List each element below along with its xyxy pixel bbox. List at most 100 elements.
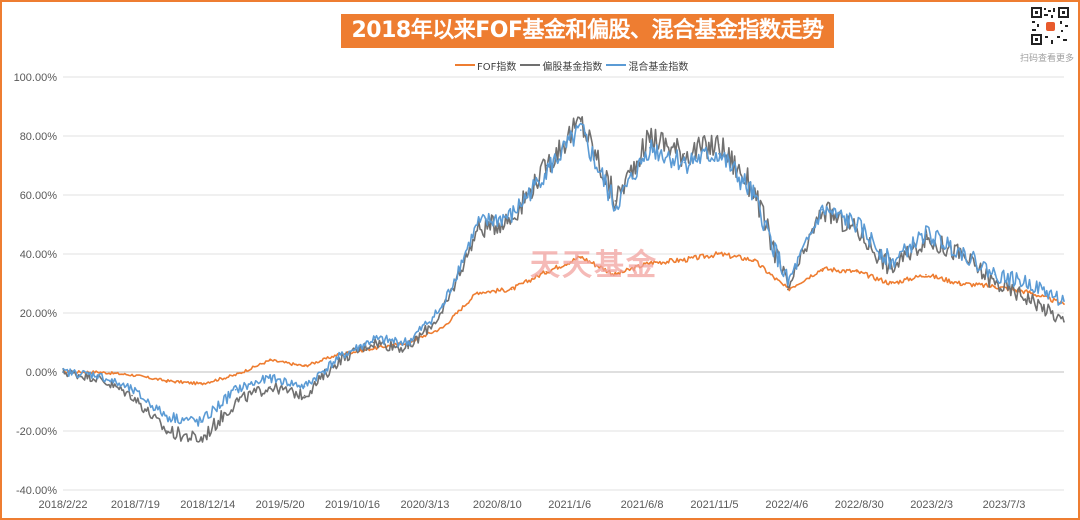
data-point	[890, 262, 893, 264]
legend-item-fof: FOF指数	[455, 58, 516, 73]
data-point	[856, 270, 858, 273]
data-point	[96, 374, 99, 376]
x-tick-label: 2022/8/30	[835, 499, 884, 511]
data-point	[510, 288, 513, 291]
data-point	[269, 377, 271, 379]
x-tick-label: 2021/1/6	[548, 499, 591, 511]
data-point	[303, 394, 306, 397]
x-tick-label: 2018/7/19	[111, 499, 160, 511]
chart-legend: FOF指数 偏股基金指数 混合基金指数	[455, 58, 692, 73]
data-point	[131, 388, 133, 391]
legend-item-equity: 偏股基金指数	[520, 58, 602, 73]
y-tick-label: 40.00%	[20, 249, 58, 261]
data-point	[648, 147, 651, 149]
data-point	[579, 256, 582, 258]
series-line-0	[62, 251, 1065, 386]
data-point	[545, 164, 548, 167]
data-point	[234, 400, 237, 403]
data-point	[441, 312, 444, 314]
data-point	[234, 388, 237, 391]
data-point	[925, 238, 927, 241]
data-point	[407, 341, 409, 344]
x-tick-label: 2020/8/10	[473, 499, 522, 511]
data-point	[994, 273, 996, 276]
data-point	[62, 371, 64, 373]
legend-label-mixed: 混合基金指数	[628, 61, 689, 73]
data-point	[269, 359, 271, 362]
qr-code-icon[interactable]	[1030, 6, 1070, 46]
x-tick-label: 2023/2/3	[910, 499, 953, 511]
watermark: 天天基金	[530, 248, 658, 283]
data-point	[407, 347, 409, 350]
data-point	[200, 421, 202, 423]
data-point	[476, 229, 479, 232]
data-point	[545, 170, 548, 173]
data-point	[959, 282, 962, 285]
x-tick-label: 2019/5/20	[256, 499, 305, 511]
data-point	[96, 371, 99, 373]
y-tick-label: -40.00%	[16, 485, 57, 497]
data-point	[579, 129, 582, 131]
data-point	[925, 232, 927, 235]
data-point	[752, 259, 755, 261]
x-tick-label: 2020/3/13	[400, 499, 449, 511]
data-point	[994, 282, 996, 285]
data-point	[269, 385, 271, 388]
data-point	[579, 120, 582, 123]
x-tick-label: 2021/11/5	[690, 499, 738, 511]
data-point	[890, 267, 893, 270]
data-point	[131, 394, 133, 397]
y-tick-label: 20.00%	[20, 308, 58, 320]
data-point	[959, 250, 962, 252]
legend-swatch-equity	[520, 64, 541, 66]
data-point	[718, 144, 720, 146]
x-tick-label: 2018/12/14	[180, 499, 235, 511]
legend-label-fof: FOF指数	[477, 61, 517, 73]
data-point	[200, 439, 202, 441]
y-tick-label: 100.00%	[14, 72, 58, 84]
data-point	[614, 273, 617, 276]
data-point	[787, 282, 789, 285]
x-tick-label: 2021/6/8	[621, 499, 664, 511]
data-point	[648, 262, 651, 264]
data-point	[614, 206, 617, 208]
data-point	[648, 135, 651, 137]
data-point	[165, 430, 168, 432]
data-point	[1028, 282, 1031, 285]
data-point	[1028, 297, 1031, 300]
data-point	[234, 374, 237, 376]
data-point	[925, 273, 927, 276]
data-point	[338, 356, 340, 359]
x-tick-label: 2023/7/3	[983, 499, 1026, 511]
data-point	[1028, 291, 1031, 294]
data-point	[1063, 321, 1065, 323]
data-point	[441, 326, 444, 329]
data-point	[303, 365, 306, 367]
y-tick-label: 0.00%	[26, 367, 57, 379]
legend-label-equity: 偏股基金指数	[542, 61, 603, 73]
data-point	[683, 152, 686, 155]
data-point	[372, 338, 375, 341]
data-point	[165, 415, 168, 418]
data-point	[718, 253, 720, 255]
data-point	[683, 161, 686, 164]
data-point	[787, 288, 789, 291]
x-tick-label: 2019/10/16	[325, 499, 380, 511]
data-point	[856, 223, 858, 226]
x-tick-label: 2018/2/22	[39, 499, 88, 511]
data-point	[1063, 303, 1065, 305]
qr-caption: 扫码查看更多	[1019, 54, 1074, 64]
x-tick-label: 2022/4/6	[765, 499, 808, 511]
chart-title: 2018年以来FOF基金和偏股、混合基金指数走势	[341, 14, 834, 48]
data-point	[476, 223, 479, 226]
data-point	[476, 291, 479, 294]
data-point	[441, 306, 444, 308]
data-point	[890, 282, 893, 285]
legend-swatch-mixed	[606, 64, 627, 66]
y-tick-label: 60.00%	[20, 190, 58, 202]
data-point	[683, 259, 686, 261]
legend-swatch-fof	[455, 64, 475, 66]
data-point	[372, 341, 375, 344]
legend-item-mixed: 混合基金指数	[606, 58, 688, 73]
